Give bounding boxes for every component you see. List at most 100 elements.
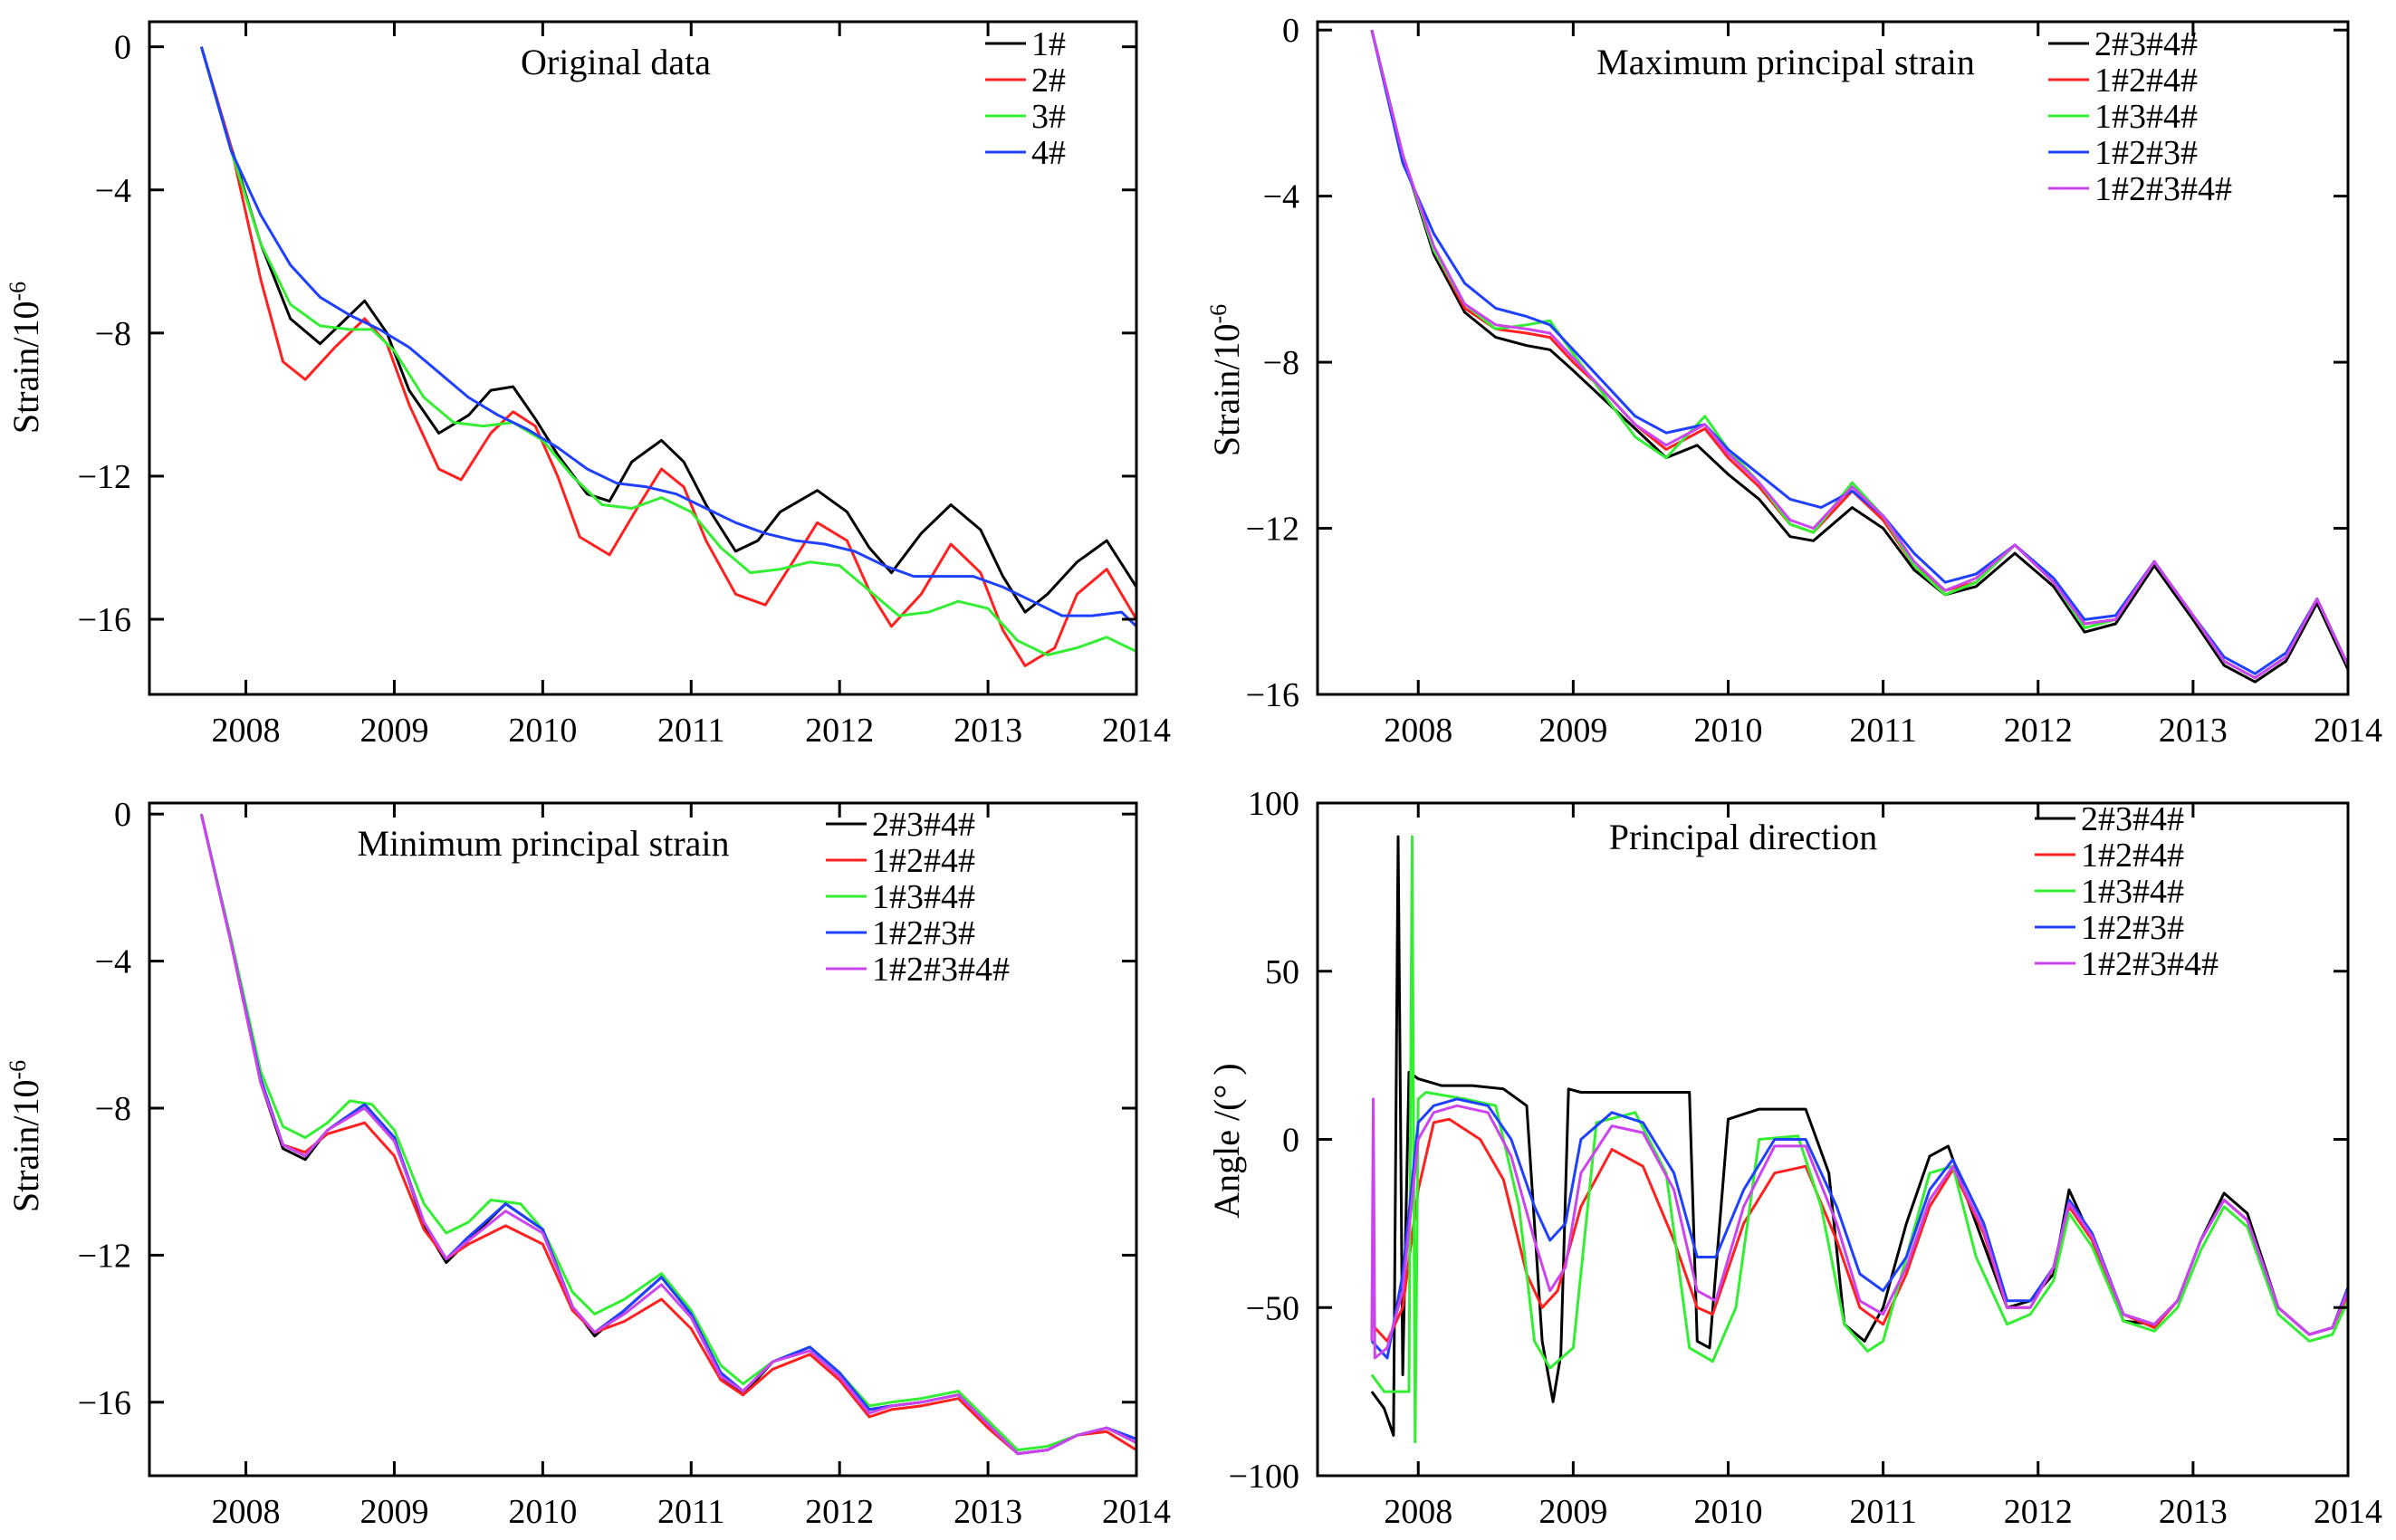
y-tick-label: −12 [1246,511,1299,549]
x-tick-label: 2013 [2159,1493,2228,1531]
x-tick-label: 2012 [805,712,874,750]
series-line-1 [199,46,1138,667]
y-tick-label: −16 [78,1384,131,1422]
panel-original-data-ylabel: Strain/10-6 [5,282,46,434]
panel-principal-direction-ylabel: Angle /(° ) [1206,1063,1247,1219]
x-tick-label: 2010 [1693,712,1762,750]
series-line-2 [1370,835,2350,1444]
series-line-0 [199,46,1138,614]
series-line-4 [199,813,1137,1456]
x-tick-label: 2008 [212,1493,281,1531]
y-tick-label: −12 [78,1237,131,1275]
x-tick-label: 2010 [508,1493,577,1531]
legend-label: 1#2#4# [872,842,975,880]
x-tick-label: 2009 [1538,712,1607,750]
ylabel-base: Strain/10 [5,301,46,435]
x-tick-label: 2011 [1849,712,1917,750]
panel-max-principal: 2008 2009 2010 2011 2012 2013 20140−4−8−12−16 … [1205,12,2382,750]
legend-label: 1#2#3# [2094,134,2198,172]
legend-label: 1#2#3# [872,914,975,952]
series-line-0 [1370,835,2350,1437]
legend-label: 2#3#4# [2094,25,2198,63]
y-tick-label: 0 [114,796,131,834]
x-tick-label: 2012 [805,1493,874,1531]
panel-principal-direction-title: Principal direction [1609,817,1878,857]
x-tick-label: 2014 [1102,1493,1171,1531]
panel-principal-direction-frame [1316,801,2350,1478]
panel-principal-direction-legend: 2#3#4#1#2#4#1#3#4#1#2#3#1#2#3#4# [2035,800,2219,983]
series-line-0 [1370,29,2350,684]
legend-label: 4# [1031,134,1066,172]
y-tick-label: −16 [1246,676,1299,714]
series-line-1 [1370,29,2350,680]
ylabel-base: Strain/10 [1206,324,1247,457]
panel-min-principal: 2008 2009 2010 2011 2012 2013 20140−4−8−12−16 … [5,796,1171,1531]
panel-original-data: 2008 2009 2010 2011 2012 2013 20140−4−8−12−16 … [5,20,1171,750]
legend-label: 2# [1031,62,1066,100]
series-line-1 [1370,1117,2350,1343]
legend-label: 3# [1031,98,1066,136]
ylabel-exponent: -6 [5,282,31,301]
panel-max-principal-legend: 2#3#4#1#2#4#1#3#4#1#2#3#1#2#3#4# [2048,25,2232,208]
y-tick-label: −4 [1263,178,1299,216]
y-tick-label: −8 [95,315,131,353]
x-tick-label: 2009 [1538,1493,1607,1531]
y-tick-label: −50 [1246,1289,1299,1327]
panel-min-principal-title: Minimum principal strain [357,823,729,864]
panel-principal-direction-lines [1370,835,2350,1444]
y-tick-label: −16 [78,601,131,639]
x-tick-label: 2012 [2004,1493,2073,1531]
x-tick-label: 2014 [2314,1493,2382,1531]
y-tick-label: 0 [114,29,131,67]
legend-label: 1#3#4# [2081,873,2184,911]
legend-label: 1#2#3#4# [2094,170,2232,208]
panel-min-principal-legend: 2#3#4#1#2#4#1#3#4#1#2#3#1#2#3#4# [826,806,1010,989]
legend-label: 2#3#4# [872,806,975,844]
x-tick-label: 2014 [2314,712,2382,750]
series-line-0 [199,813,1137,1456]
y-tick-label: −4 [95,172,131,210]
legend-label: 1#2#4# [2094,62,2198,100]
y-tick-label: −4 [95,943,131,981]
y-tick-label: −8 [1263,344,1299,382]
series-line-3 [199,813,1137,1456]
x-tick-label: 2008 [212,712,281,750]
y-tick-label: 100 [1248,785,1299,823]
legend-label: 1# [1031,25,1066,63]
y-tick-label: −8 [95,1090,131,1128]
series-line-3 [1370,29,2350,675]
panel-max-principal-ticks: 2008 2009 2010 2011 2012 2013 2014 0 −4 −8 −12 −16 [1246,12,2382,750]
panel-original-data-legend: 1#2#3#4# [985,25,1066,172]
x-tick-label: 2014 [1102,712,1171,750]
x-tick-label: 2013 [2159,712,2228,750]
series-line-3 [1370,1097,2350,1360]
x-tick-label: 2009 [359,712,428,750]
series-line-4 [1370,29,2350,680]
series-line-2 [199,813,1137,1452]
series-line-4 [1370,1097,2350,1360]
legend-label: 1#2#3# [2081,909,2184,947]
series-line-2 [199,46,1137,656]
panel-min-principal-lines [199,813,1137,1456]
y-tick-label: −100 [1229,1458,1299,1496]
ylabel-exponent: -6 [1205,304,1232,324]
ylabel-base: Strain/10 [5,1080,46,1213]
panel-original-data-ticks: 2008 2009 2010 2011 2012 2013 2014 0 −4 −8 −12 −16 [78,22,1171,750]
x-tick-label: 2010 [1693,1493,1762,1531]
series-line-1 [199,813,1137,1456]
panel-min-principal-frame [148,801,1138,1478]
x-tick-label: 2009 [359,1493,428,1531]
y-tick-label: 0 [1282,1122,1299,1160]
x-tick-label: 2013 [954,1493,1022,1531]
legend-label: 1#2#4# [2081,837,2184,875]
legend-label: 1#2#3#4# [2081,945,2219,983]
panel-original-data-title: Original data [521,42,711,82]
panel-max-principal-ylabel: Strain/10-6 [1205,304,1247,456]
panel-original-data-frame [148,20,1138,696]
legend-label: 2#3#4# [2081,800,2184,838]
y-tick-label: 0 [1282,12,1299,50]
panel-principal-direction: 2008 2009 2010 2011 2012 2013 2014 100 50 0 −50 −10… [1206,785,2382,1531]
panel-max-principal-title: Maximum principal strain [1596,42,1975,82]
x-tick-label: 2011 [657,1493,725,1531]
